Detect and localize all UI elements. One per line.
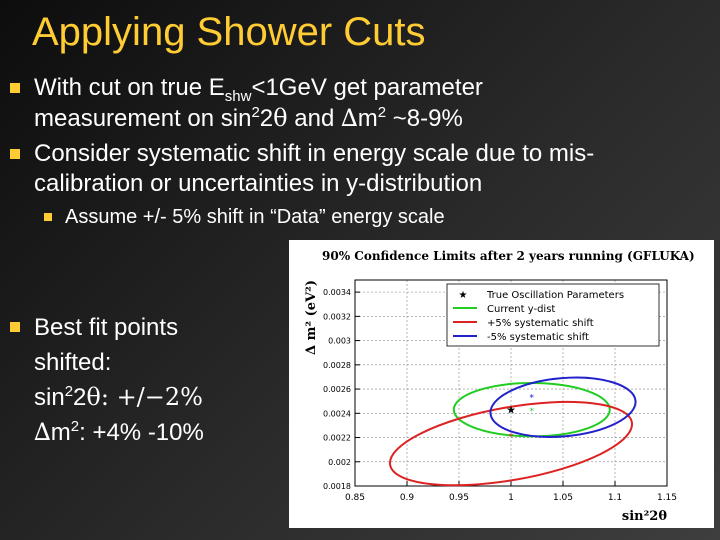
bullet-1-post: ~8-9% bbox=[386, 105, 463, 132]
bullet-2-line1: Consider systematic shift in energy scal… bbox=[34, 140, 595, 167]
bullet-3-line3-mid: 2 bbox=[73, 384, 87, 411]
x-tick-label: 0.85 bbox=[345, 493, 365, 503]
bullet-3-line2: shifted: bbox=[34, 349, 112, 376]
confidence-limits-chart: 90% Confidence Limits after 2 years runn… bbox=[289, 240, 714, 528]
chart-contours bbox=[388, 376, 637, 487]
x-axis-label: sin²2θ bbox=[622, 509, 667, 524]
bullet-1-sup2: 2 bbox=[377, 104, 387, 121]
bullet-3: Best fit points shifted: sin22θ: +/−2% ∆… bbox=[10, 310, 204, 450]
bullet-1-sub: shw bbox=[224, 87, 252, 105]
bullet-2: Consider systematic shift in energy scal… bbox=[10, 139, 594, 199]
bullet-1-mid: <1GeV get parameter bbox=[251, 74, 483, 101]
y-tick-label: 0.003 bbox=[328, 337, 351, 346]
x-tick-label: 0.95 bbox=[449, 493, 469, 503]
bullet-1-delta: ∆ bbox=[341, 104, 358, 132]
bullet-3-line3-theta: θ: bbox=[86, 383, 117, 411]
x-tick-label: 1.1 bbox=[608, 493, 622, 503]
sub-bullet-square-icon bbox=[44, 213, 52, 221]
y-tick-label: 0.0026 bbox=[323, 385, 351, 394]
bullet-2-text: Consider systematic shift in energy scal… bbox=[34, 139, 594, 199]
y-tick-label: 0.0018 bbox=[323, 482, 351, 491]
bullet-1-sup1: 2 bbox=[251, 104, 260, 121]
bullet-3-line4-delta: ∆ bbox=[34, 418, 51, 446]
y-tick-label: 0.0032 bbox=[323, 312, 351, 321]
bullet-3-text: Best fit points shifted: sin22θ: +/−2% ∆… bbox=[34, 310, 204, 450]
y-tick-label: 0.0024 bbox=[323, 409, 351, 418]
legend-label: Current y-dist bbox=[487, 304, 555, 315]
contour-2222cc bbox=[489, 376, 637, 438]
bullet-1-two: 2 bbox=[259, 105, 274, 132]
bullet-1-pre: With cut on true E bbox=[34, 74, 225, 101]
legend-label: -5% systematic shift bbox=[487, 332, 589, 343]
sub-bullet-text: Assume +/- 5% shift in “Data” energy sca… bbox=[65, 206, 445, 228]
bullet-2-line2: calibration or uncertainties in y-distri… bbox=[34, 170, 483, 197]
bullet-square-icon bbox=[10, 149, 20, 159]
bullet-3-line3-sup: 2 bbox=[64, 383, 74, 400]
contour-dd2222 bbox=[388, 400, 634, 487]
bullet-3-line4-val: : +4% -10% bbox=[79, 419, 204, 446]
bullet-3-line4-m: m bbox=[50, 419, 71, 446]
legend-label: True Oscillation Parameters bbox=[486, 290, 624, 301]
y-tick-label: 0.0028 bbox=[323, 361, 351, 370]
best-fit-point: * bbox=[530, 407, 535, 417]
chart-ticks: 0.85 0.9 0.95 1 1.05 1.1 1.15 0.0018 0.002 0.0022… bbox=[323, 288, 677, 503]
chart-legend: ★ True Oscillation Parameters Current y-di… bbox=[446, 283, 660, 347]
bullet-square-icon bbox=[10, 83, 20, 93]
true-parameter-point: ★ bbox=[506, 404, 516, 417]
best-fit-point: * bbox=[530, 394, 535, 404]
bullet-1: With cut on true Eshw<1GeV get parameter… bbox=[10, 73, 483, 134]
slide-title: Applying Shower Cuts bbox=[32, 10, 426, 54]
chart-points: * * * ★ bbox=[506, 394, 534, 443]
legend-label: +5% systematic shift bbox=[487, 318, 594, 329]
chart-svg: 90% Confidence Limits after 2 years runn… bbox=[304, 249, 695, 524]
bullet-1-line2-pre: measurement on sin bbox=[34, 105, 252, 132]
y-tick-label: 0.0022 bbox=[323, 434, 351, 443]
bullet-3-line4-sup: 2 bbox=[70, 418, 80, 435]
y-tick-label: 0.0034 bbox=[323, 288, 351, 297]
x-tick-label: 1 bbox=[508, 493, 514, 503]
bullet-1-theta: θ bbox=[273, 104, 288, 132]
y-axis-label: Δ m² (eV²) bbox=[304, 280, 319, 355]
y-tick-label: 0.002 bbox=[328, 458, 351, 467]
x-tick-label: 0.9 bbox=[400, 493, 415, 503]
bullet-1-and: and bbox=[287, 105, 341, 132]
bullet-1-m: m bbox=[357, 105, 378, 132]
bullet-3-line3-pre: sin bbox=[34, 384, 65, 411]
x-tick-label: 1.15 bbox=[657, 493, 677, 503]
chart-title: 90% Confidence Limits after 2 years runn… bbox=[322, 249, 695, 263]
bullet-square-icon bbox=[10, 322, 20, 332]
bullet-3-line1: Best fit points bbox=[34, 314, 179, 341]
best-fit-point: * bbox=[509, 432, 514, 442]
sub-bullet: Assume +/- 5% shift in “Data” energy sca… bbox=[44, 205, 445, 229]
legend-marker: ★ bbox=[459, 290, 468, 301]
legend-box bbox=[446, 283, 660, 347]
x-tick-label: 1.05 bbox=[553, 493, 573, 503]
bullet-3-line3-val: +/−2% bbox=[116, 383, 203, 411]
bullet-1-text: With cut on true Eshw<1GeV get parameter… bbox=[34, 73, 483, 134]
